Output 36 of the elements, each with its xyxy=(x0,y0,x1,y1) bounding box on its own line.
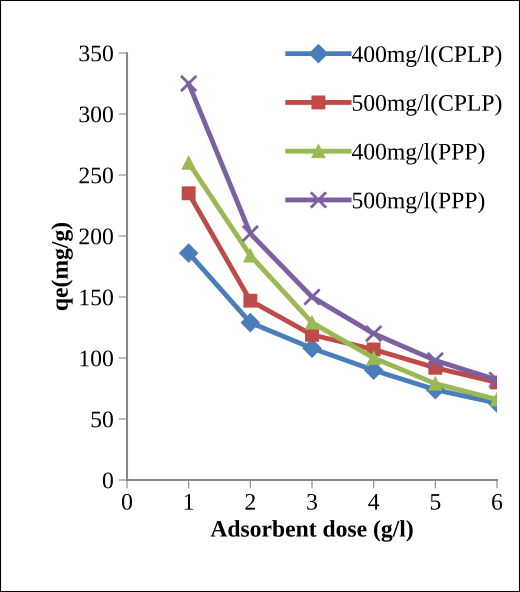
point xyxy=(305,328,319,342)
y-tick-label: 50 xyxy=(92,411,113,428)
y-tick-label: 100 xyxy=(80,350,113,366)
point xyxy=(426,351,444,370)
point xyxy=(243,294,258,308)
point xyxy=(428,376,442,391)
x-tick-label: 4 xyxy=(368,494,380,510)
x-tick-label: 3 xyxy=(307,494,317,510)
y-tick-label: 0 xyxy=(102,472,113,488)
x-tick-label: 2 xyxy=(245,494,255,510)
y-tick-label: 150 xyxy=(80,289,113,306)
y-axis-title: qe(mg/g) xyxy=(51,222,73,310)
legend-label: 400mg/l(CPLP) xyxy=(352,46,502,67)
x-tick-label: 6 xyxy=(492,494,502,510)
x-tick-label: 5 xyxy=(430,494,440,510)
y-tick-label: 200 xyxy=(79,228,113,244)
x-tick-label: 0 xyxy=(122,494,132,510)
point xyxy=(364,324,383,343)
point xyxy=(302,288,322,306)
point xyxy=(240,313,260,332)
legend-label: 500mg/l(CPLP) xyxy=(352,94,502,116)
point xyxy=(243,248,258,262)
point xyxy=(305,316,319,330)
point xyxy=(179,244,198,263)
x-tick-label: 1 xyxy=(184,494,194,510)
legend-label: 400mg/l(PPP) xyxy=(352,143,484,165)
y-tick-label: 250 xyxy=(79,167,113,184)
point xyxy=(241,224,260,243)
legend-label: 500mg/l(PPP) xyxy=(352,192,484,214)
y-tick-label: 300 xyxy=(80,106,113,122)
y-tick-label: 350 xyxy=(80,45,113,62)
point xyxy=(182,186,196,200)
x-axis-title: Adsorbent dose (g/l) xyxy=(210,520,413,542)
point xyxy=(180,74,198,93)
point xyxy=(182,156,196,170)
point xyxy=(366,351,381,365)
